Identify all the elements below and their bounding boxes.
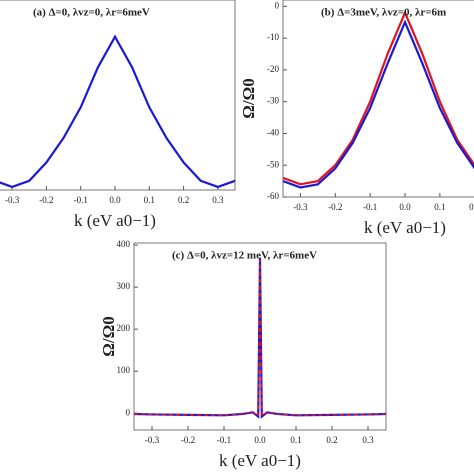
x-tick-label: 0.1: [144, 195, 155, 205]
plot-frame: [0, 0, 236, 191]
x-tick-label: -0.1: [74, 195, 88, 205]
y-tick-label: 300: [117, 281, 131, 291]
data-line: [0, 34, 236, 189]
y-tick-label: 400: [117, 239, 131, 249]
y-tick-label: -60: [267, 191, 279, 201]
y-tick-label: 100: [117, 365, 131, 375]
y-axis-label: Ω/Ω0: [239, 78, 258, 118]
y-tick-label: 0: [126, 407, 131, 417]
x-tick-label: -0.3: [293, 202, 308, 212]
x-tick-label: 0.3: [362, 435, 374, 445]
x-tick-label: -0.3: [5, 195, 20, 205]
y-tick-label: 200: [117, 323, 131, 333]
x-tick-label: 0.2: [326, 435, 337, 445]
x-tick-label: -0.2: [39, 195, 53, 205]
x-tick-label: -0.3: [145, 435, 160, 445]
x-axis-label: k (eV a0−1): [74, 211, 156, 230]
x-tick-label: 0.3: [212, 195, 224, 205]
panel-title: (c) Δ=0, λvz=12 meV, λr=6meV: [172, 250, 317, 262]
x-tick-label: 0.2: [178, 195, 189, 205]
y-tick-label: -30: [267, 96, 279, 106]
x-tick-label: 0.2: [469, 202, 474, 212]
y-tick-label: -40: [267, 128, 279, 138]
x-tick-label: -0.2: [181, 435, 195, 445]
plot-frame: [282, 0, 474, 198]
x-tick-label: 0.1: [434, 202, 445, 212]
x-axis-label: k (eV a0−1): [219, 451, 301, 470]
x-tick-label: 0.0: [399, 202, 411, 212]
x-tick-label: -0.1: [217, 435, 231, 445]
x-tick-label: -0.1: [363, 202, 377, 212]
data-line: [282, 9, 474, 186]
x-tick-label: -0.2: [328, 202, 342, 212]
y-tick-label: -10: [267, 32, 279, 42]
y-tick-label: -20: [267, 64, 279, 74]
panel-title: (b) Δ=3meV, λvz=0, λr=6m: [321, 7, 446, 19]
y-axis-label: Ω/Ω0: [99, 316, 118, 356]
y-tick-label: 0: [275, 0, 280, 10]
x-tick-label: 0.0: [254, 435, 266, 445]
data-line: [282, 19, 474, 189]
x-tick-label: 0.0: [109, 195, 121, 205]
panel-title: (a) Δ=0, λvz=0, λr=6meV: [33, 7, 150, 19]
data-line: [133, 259, 387, 418]
y-tick-label: -50: [267, 159, 279, 169]
x-tick-label: 0.1: [290, 435, 301, 445]
x-axis-label: k (eV a0−1): [364, 218, 446, 237]
